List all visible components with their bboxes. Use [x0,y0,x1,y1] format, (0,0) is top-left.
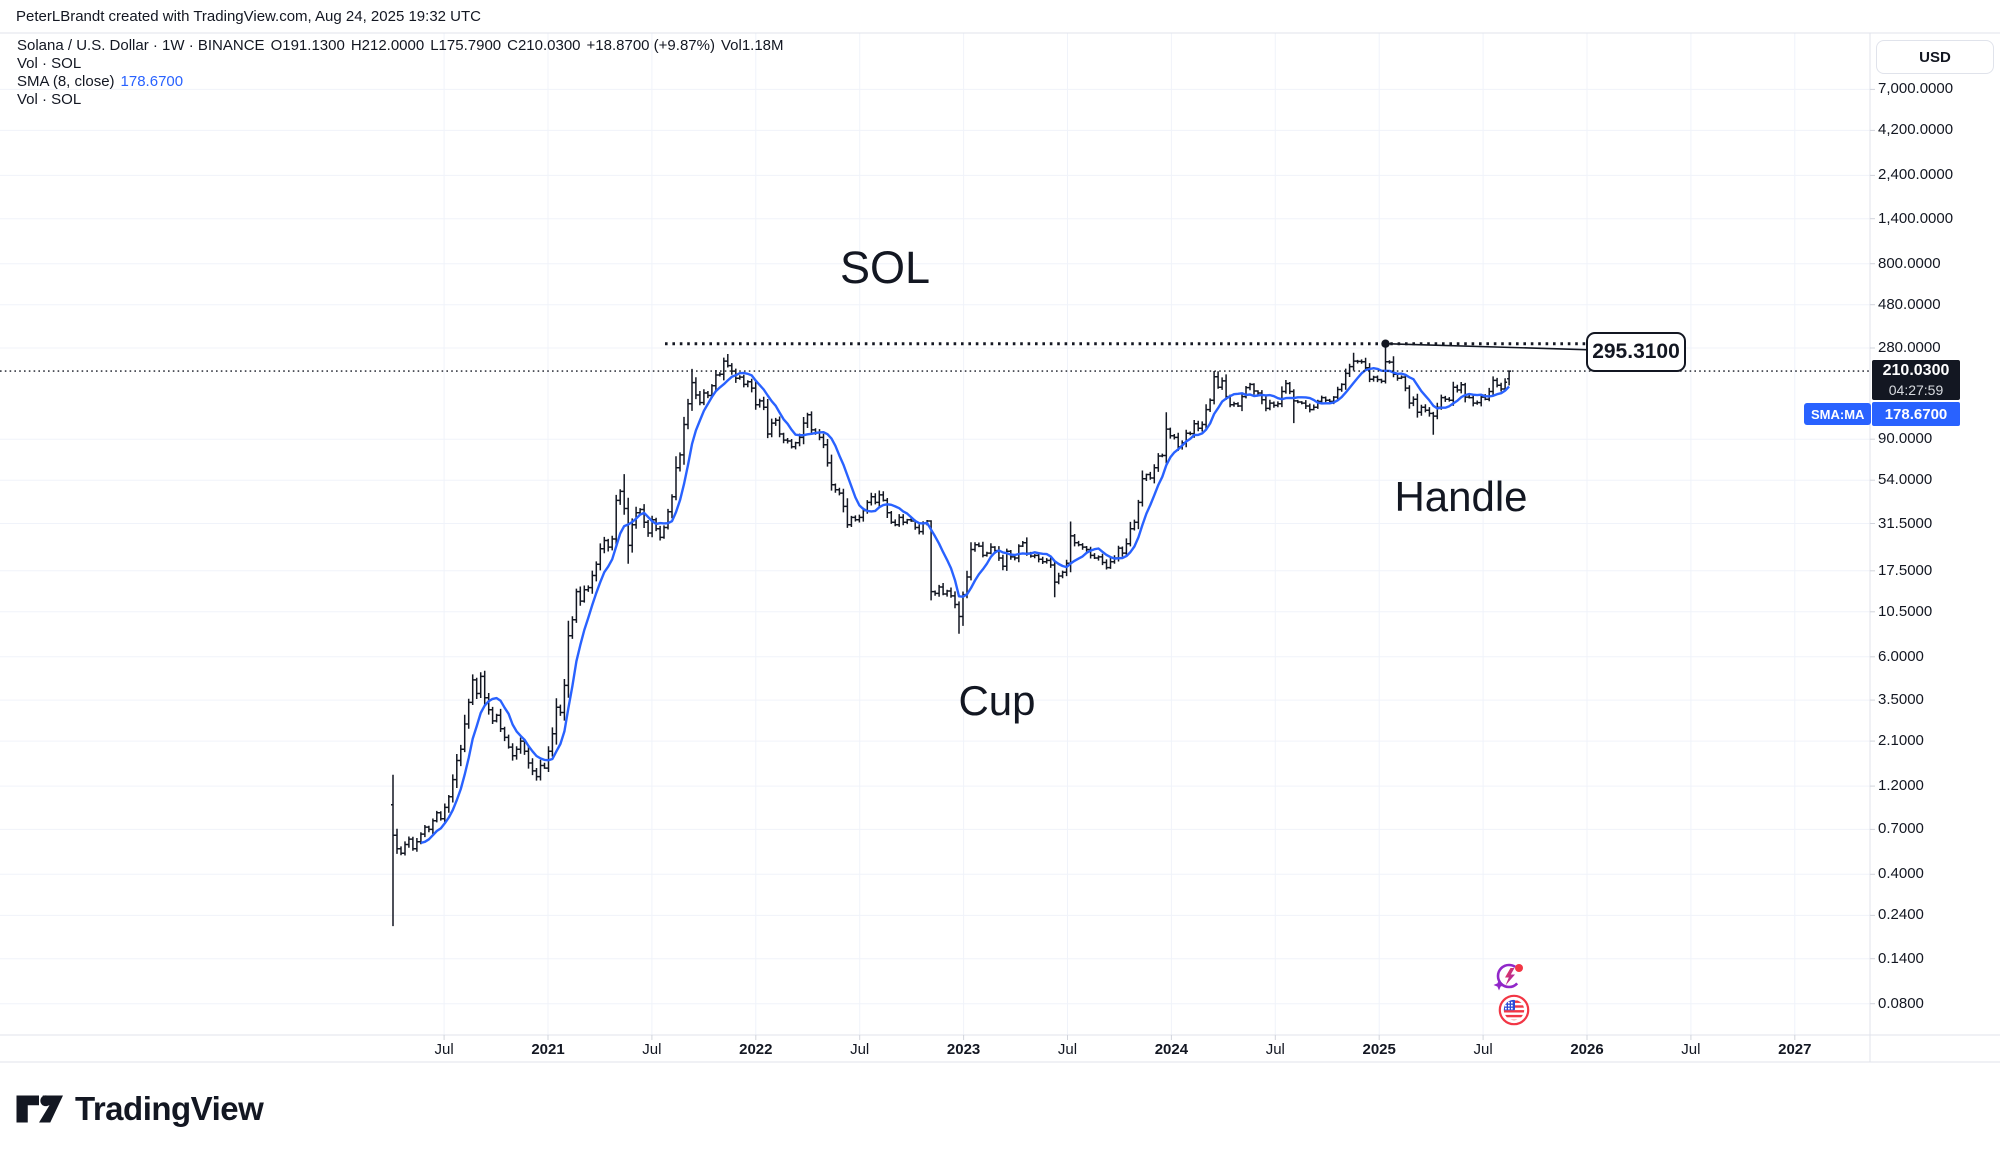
price-level-callout[interactable]: 295.3100 [1586,332,1686,373]
sma-axis-tag[interactable]: SMA:MA [1804,403,1872,426]
price-tick-label: 0.0800 [1878,994,1924,1012]
price-tick-label: 480.0000 [1878,295,1941,313]
annotation-cup[interactable]: Cup [958,677,1036,724]
lightning-bolt-icon [1505,968,1515,986]
time-tick-label: 2022 [739,1041,773,1058]
price-series [391,343,1512,927]
legend-volume-row-2[interactable]: Vol · SOL [17,91,82,108]
price-tick-label: 10.5000 [1878,602,1933,620]
time-tick-label: 2023 [946,1041,981,1058]
price-tick-label: 0.1400 [1878,949,1924,967]
annotation-sol[interactable]: SOL [839,242,931,293]
legend-sma-row[interactable]: SMA (8, close) 178.6700 [17,73,790,91]
flag-inner-gap [1501,997,1527,1023]
volume-value: Vol1.18M [720,37,784,54]
time-tick-label: 2026 [1570,1041,1604,1058]
sparkle-icon [1493,979,1505,991]
attribution-text: PeterLBrandt created with TradingView.co… [16,8,481,25]
time-tick-label: Jul [1265,1041,1285,1058]
time-tick-label: 2021 [531,1041,565,1058]
legend-volume-row[interactable]: Vol · SOL [17,55,82,72]
sma-indicator-value: 178.6700 [120,73,184,90]
price-tick-label: 280.0000 [1878,339,1941,356]
price-tick-label: 2,400.0000 [1878,166,1954,184]
price-tick-label: 3.5000 [1878,691,1924,709]
price-tick-label: 4,200.0000 [1878,121,1954,139]
price-tick-label: 0.7000 [1878,820,1924,838]
time-tick-label: Jul [1057,1041,1078,1058]
symbol-description: Solana / U.S. Dollar · 1W · BINANCE [17,37,265,54]
sma-indicator-label: SMA (8, close) [17,73,115,90]
time-tick-label: 2025 [1362,1041,1396,1058]
last-price-label[interactable]: 210.0300 04:27:59 [1872,360,1960,401]
price-tick-label: 54.0000 [1878,471,1933,489]
currency-toggle-button[interactable]: USD [1876,40,1994,74]
legend-symbol-row[interactable]: Solana / U.S. Dollar · 1W · BINANCE O191.… [17,37,790,55]
us-economic-event-icon[interactable] [1498,994,1530,1026]
bar-countdown: 04:27:59 [1888,382,1944,399]
ohlc-value-l: L175.7900 [430,37,502,54]
pane-borders [0,32,2000,1063]
ohlc-value-o: O191.1300 [270,37,345,54]
time-tick-label: Jul [642,1041,662,1058]
price-tick-label: 17.5000 [1878,561,1933,579]
time-tick-label: Jul [1681,1041,1701,1058]
ohlc-value-c: C210.0300 [507,37,581,54]
drawings-layer[interactable] [0,339,1870,372]
change-value: +18.8700 (+9.87%) [586,37,715,54]
price-tick-label: 90.0000 [1878,430,1933,448]
price-tick-label: 0.2400 [1878,906,1924,924]
ohlc-value-h: H212.0000 [350,37,425,54]
level-anchor-dot [1381,339,1390,348]
price-tick-label: 800.0000 [1878,254,1941,272]
price-tick-label: 6.0000 [1878,647,1924,665]
time-tick-label: Jul [434,1041,454,1058]
tradingview-logo[interactable]: TradingView [15,1090,264,1128]
price-tick-label: 0.4000 [1878,865,1924,883]
legend: Solana / U.S. Dollar · 1W · BINANCE O191.… [17,37,790,109]
gridlines [0,33,1870,1035]
price-tick-label: 2.1000 [1878,732,1924,750]
annotation-handle[interactable]: Handle [1394,473,1528,520]
sma-axis-value-label[interactable]: 178.6700 [1872,402,1960,427]
time-tick-label: 2024 [1154,1041,1189,1058]
spark-circle [1496,963,1522,989]
time-tick-label: Jul [1473,1041,1493,1058]
price-tick-label: 7,000.0000 [1878,80,1954,98]
tradingview-logo-mark [16,1095,63,1123]
price-tick-label: 31.5000 [1878,514,1933,532]
price-tick-label: 1,400.0000 [1878,209,1954,227]
spark-event-icon[interactable] [1492,960,1526,994]
sma-line[interactable] [420,367,1510,845]
callout-connector [1385,342,1587,351]
time-tick-label: 2027 [1778,1041,1812,1058]
price-tick-label: 1.2000 [1878,777,1924,795]
time-tick-label: Jul [850,1041,870,1058]
tradingview-logo-text: TradingView [75,1090,264,1127]
last-price-value: 210.0300 [1882,362,1950,380]
notification-dot [1515,964,1523,972]
